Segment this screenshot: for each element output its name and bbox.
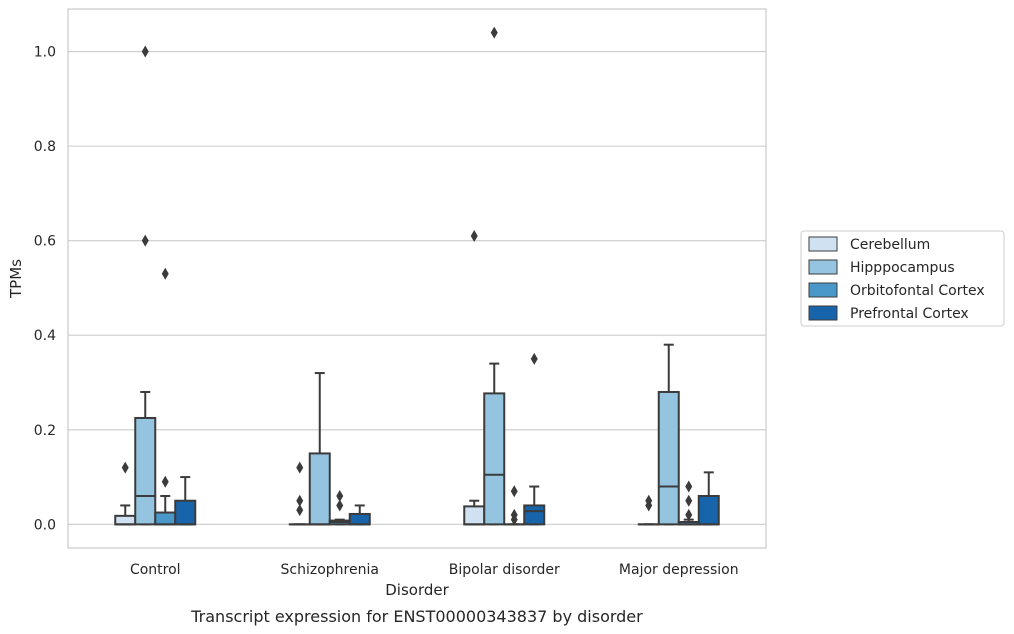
outlier-point <box>161 267 169 280</box>
legend-label: Cerebellum <box>850 237 930 253</box>
y-tick-label: 0.4 <box>34 328 56 344</box>
box-plots <box>114 26 720 526</box>
box-hipppocampus <box>308 372 331 526</box>
outlier-point <box>336 499 344 512</box>
box-orbitofontal-cortex <box>154 267 177 526</box>
legend-swatch <box>808 259 838 275</box>
legend-label: Hipppocampus <box>850 260 955 276</box>
box-prefrontal-cortex <box>174 476 197 526</box>
outlier-point <box>510 508 518 521</box>
x-tick-label: Bipolar disorder <box>449 562 560 578</box>
outlier-point <box>490 26 498 39</box>
box-hipppocampus <box>134 45 157 526</box>
chart-caption: Transcript expression for ENST0000034383… <box>190 607 643 626</box>
legend-frame <box>800 230 1005 327</box>
outlier-point <box>645 494 653 507</box>
y-tick-label: 0.2 <box>34 423 56 439</box>
box-prefrontal-cortex <box>523 352 546 526</box>
outlier-point <box>470 229 478 242</box>
outlier-point <box>296 494 304 507</box>
legend-swatch <box>808 236 838 252</box>
box-orbitofontal-cortex <box>328 489 351 526</box>
outlier-point <box>296 504 304 517</box>
box-body <box>174 499 197 526</box>
outlier-point <box>685 480 693 493</box>
y-axis-label: TPMs <box>7 259 25 299</box>
outlier-point <box>530 352 538 365</box>
box-cerebellum <box>463 229 486 526</box>
outlier-point <box>161 475 169 488</box>
x-tick-labels: Control Schizophrenia Bipolar disorder Majo… <box>130 562 739 578</box>
x-tick-label: Control <box>130 562 181 578</box>
plot-frame <box>67 8 767 549</box>
box-orbitofontal-cortex <box>503 485 526 526</box>
box-body <box>483 392 506 526</box>
outlier-point <box>141 234 149 247</box>
x-tick-label: Schizophrenia <box>281 562 379 578</box>
box-prefrontal-cortex <box>697 471 720 526</box>
legend-label: Prefrontal Cortex <box>850 306 969 322</box>
box-body <box>348 512 371 526</box>
legend-label: Orbitofontal Cortex <box>850 283 985 299</box>
box-cerebellum <box>114 461 137 526</box>
outlier-point <box>336 489 344 502</box>
box-body <box>523 504 546 526</box>
y-tick-label: 0.6 <box>34 234 56 250</box>
box-body <box>463 505 486 526</box>
legend: Cerebellum Hipppocampus Orbitofontal Corte… <box>800 230 1005 327</box>
box-body <box>154 511 177 526</box>
y-tick-label: 0.8 <box>34 139 56 155</box>
box-body <box>134 416 157 526</box>
box-cerebellum <box>637 494 660 526</box>
box-cerebellum <box>288 461 311 526</box>
box-hipppocampus <box>483 26 506 526</box>
legend-swatch <box>808 305 838 321</box>
box-orbitofontal-cortex <box>677 480 700 526</box>
y-tick-labels: 0.0 0.2 0.4 0.6 0.8 1.0 <box>34 45 56 534</box>
x-axis-label: Disorder <box>385 581 449 599</box>
outlier-point <box>141 45 149 58</box>
box-body <box>697 494 720 526</box>
box-hipppocampus <box>657 343 680 526</box>
outlier-point <box>296 461 304 474</box>
legend-swatch <box>808 282 838 298</box>
x-tick-label: Major depression <box>619 562 739 578</box>
y-tick-label: 1.0 <box>34 45 56 61</box>
box-prefrontal-cortex <box>348 504 371 526</box>
outlier-point <box>685 494 693 507</box>
box-body <box>308 452 331 526</box>
box-body <box>657 390 680 526</box>
box-body <box>114 514 137 526</box>
outlier-point <box>510 485 518 498</box>
outlier-point <box>685 508 693 521</box>
y-tick-label: 0.0 <box>34 517 56 533</box>
outlier-point <box>121 461 129 474</box>
